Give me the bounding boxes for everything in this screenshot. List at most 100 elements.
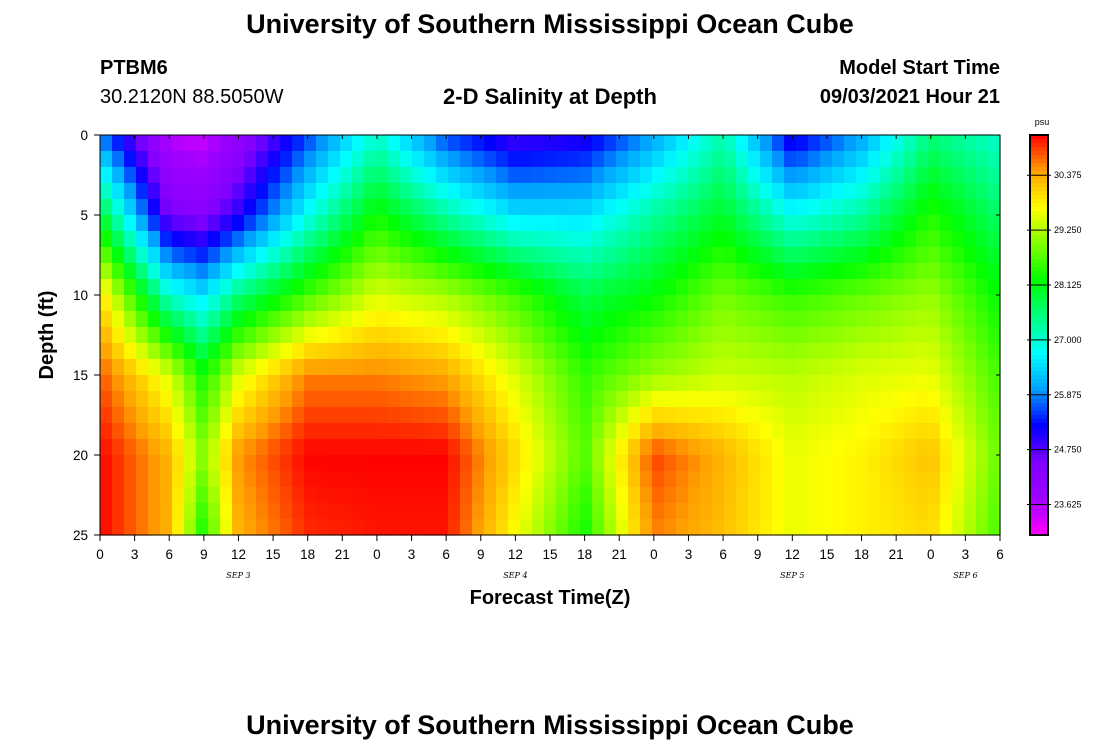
heatmap-cell bbox=[136, 295, 149, 312]
heatmap-cell bbox=[160, 391, 173, 408]
heatmap-cell bbox=[772, 359, 785, 376]
heatmap-cell bbox=[856, 375, 869, 392]
heatmap-cell bbox=[976, 231, 989, 248]
heatmap-cell bbox=[196, 455, 209, 472]
heatmap-cell bbox=[844, 215, 857, 232]
heatmap-cell bbox=[232, 519, 245, 536]
heatmap-cell bbox=[820, 391, 833, 408]
y-tick-label: 10 bbox=[73, 288, 88, 303]
heatmap-cell bbox=[328, 311, 341, 328]
colorbar-segment bbox=[1030, 483, 1048, 488]
heatmap-cell bbox=[580, 359, 593, 376]
heatmap-cell bbox=[208, 279, 221, 296]
heatmap-cell bbox=[304, 263, 317, 280]
heatmap-cell bbox=[496, 359, 509, 376]
heatmap-cell bbox=[724, 327, 737, 344]
heatmap-cell bbox=[244, 295, 257, 312]
heatmap-cell bbox=[184, 151, 197, 168]
heatmap-cell bbox=[844, 231, 857, 248]
heatmap-cell bbox=[376, 279, 389, 296]
heatmap-cell bbox=[604, 375, 617, 392]
heatmap-cell bbox=[964, 407, 977, 424]
colorbar-segment bbox=[1030, 287, 1048, 292]
heatmap-cell bbox=[868, 199, 881, 216]
heatmap-cell bbox=[268, 327, 281, 344]
heatmap-cell bbox=[280, 359, 293, 376]
heatmap-cell bbox=[424, 247, 437, 264]
heatmap-cell bbox=[472, 407, 485, 424]
heatmap-cell bbox=[196, 247, 209, 264]
heatmap-cell bbox=[916, 135, 929, 152]
heatmap-cell bbox=[940, 247, 953, 264]
heatmap-cell bbox=[868, 343, 881, 360]
heatmap-cell bbox=[184, 359, 197, 376]
heatmap-cell bbox=[256, 215, 269, 232]
heatmap-cell bbox=[676, 135, 689, 152]
heatmap-cell bbox=[604, 311, 617, 328]
heatmap-cell bbox=[844, 263, 857, 280]
heatmap-cell bbox=[976, 487, 989, 504]
colorbar-tick-label: 28.125 bbox=[1054, 280, 1082, 290]
heatmap-cell bbox=[700, 151, 713, 168]
heatmap-cell bbox=[424, 327, 437, 344]
heatmap-cell bbox=[124, 327, 137, 344]
heatmap-cell bbox=[640, 503, 653, 520]
heatmap-cell bbox=[928, 343, 941, 360]
heatmap-cell bbox=[832, 359, 845, 376]
heatmap-cell bbox=[760, 407, 773, 424]
colorbar-segment bbox=[1030, 331, 1048, 336]
heatmap-cell bbox=[376, 215, 389, 232]
heatmap-cell bbox=[268, 471, 281, 488]
heatmap-cell bbox=[652, 503, 665, 520]
heatmap-cell bbox=[196, 487, 209, 504]
heatmap-cell bbox=[136, 471, 149, 488]
heatmap-cell bbox=[124, 135, 137, 152]
heatmap-cell bbox=[244, 439, 257, 456]
colorbar-segment bbox=[1030, 159, 1048, 164]
heatmap-cell bbox=[688, 375, 701, 392]
heatmap-cell bbox=[148, 455, 161, 472]
heatmap-cell bbox=[172, 295, 185, 312]
heatmap-cell bbox=[520, 343, 533, 360]
heatmap-cell bbox=[724, 519, 737, 536]
heatmap-cell bbox=[628, 135, 641, 152]
heatmap-cell bbox=[100, 471, 113, 488]
heatmap-cell bbox=[100, 359, 113, 376]
heatmap-cell bbox=[664, 359, 677, 376]
heatmap-cell bbox=[880, 135, 893, 152]
heatmap-cell bbox=[376, 503, 389, 520]
heatmap-cell bbox=[292, 343, 305, 360]
heatmap-cell bbox=[316, 263, 329, 280]
heatmap-cell bbox=[700, 215, 713, 232]
heatmap-cell bbox=[700, 183, 713, 200]
heatmap-cell bbox=[412, 295, 425, 312]
heatmap-cell bbox=[112, 375, 125, 392]
heatmap-cell bbox=[340, 263, 353, 280]
heatmap-cell bbox=[544, 199, 557, 216]
heatmap-cell bbox=[820, 311, 833, 328]
heatmap-cell bbox=[268, 407, 281, 424]
heatmap-cell bbox=[844, 327, 857, 344]
heatmap-cell bbox=[184, 167, 197, 184]
colorbar-segment bbox=[1030, 251, 1048, 256]
heatmap-cell bbox=[172, 247, 185, 264]
heatmap-cell bbox=[796, 503, 809, 520]
heatmap-cell bbox=[256, 167, 269, 184]
heatmap-cell bbox=[304, 359, 317, 376]
heatmap-cell bbox=[796, 471, 809, 488]
heatmap-cell bbox=[628, 215, 641, 232]
colorbar-segment bbox=[1030, 179, 1048, 184]
heatmap-cell bbox=[592, 167, 605, 184]
heatmap-cell bbox=[976, 519, 989, 536]
heatmap-cell bbox=[352, 279, 365, 296]
heatmap-cell bbox=[628, 519, 641, 536]
heatmap-cell bbox=[148, 343, 161, 360]
heatmap-cell bbox=[100, 343, 113, 360]
heatmap-cell bbox=[832, 471, 845, 488]
colorbar-segment bbox=[1030, 151, 1048, 156]
heatmap-cell bbox=[616, 519, 629, 536]
heatmap-cell bbox=[400, 279, 413, 296]
heatmap-cell bbox=[784, 279, 797, 296]
heatmap-cell bbox=[616, 247, 629, 264]
heatmap-cell bbox=[232, 135, 245, 152]
